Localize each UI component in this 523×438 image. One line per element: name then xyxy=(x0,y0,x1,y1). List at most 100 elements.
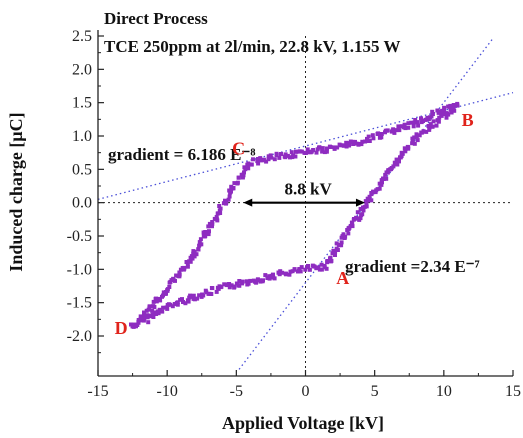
data-point-upper-507 xyxy=(154,299,159,304)
data-point-lower-209 xyxy=(391,164,396,169)
data-point-upper-489 xyxy=(173,278,177,283)
data-point-lower-23 xyxy=(160,309,165,314)
data-point-upper-512 xyxy=(150,308,155,313)
data-point-lower-247 xyxy=(434,123,439,128)
data-point-lower-154 xyxy=(342,236,347,240)
x-axis-label: Applied Voltage [kV] xyxy=(222,413,384,433)
data-point-upper-294 xyxy=(413,118,418,122)
data-point-lower-62 xyxy=(216,286,221,291)
data-point-lower-134 xyxy=(325,259,330,263)
data-point-upper-418 xyxy=(235,181,240,186)
data-point-lower-106 xyxy=(284,272,288,277)
data-point-lower-98 xyxy=(272,276,277,281)
data-point-lower-226 xyxy=(406,145,411,150)
data-point-upper-450 xyxy=(207,229,211,234)
data-point-upper-395 xyxy=(255,157,260,161)
data-point-upper-344 xyxy=(338,143,343,148)
data-point-lower-213 xyxy=(394,157,399,162)
data-point-upper-366 xyxy=(304,150,309,155)
data-point-lower-81 xyxy=(248,278,253,283)
data-point-upper-291 xyxy=(419,116,423,121)
data-point-upper-327 xyxy=(363,139,368,144)
data-point-upper-340 xyxy=(344,140,349,145)
data-point-upper-465 xyxy=(194,252,199,257)
x-tick-label: -15 xyxy=(87,383,108,400)
data-point-upper-374 xyxy=(290,155,295,160)
data-point-upper-476 xyxy=(185,264,190,269)
data-point-lower-248 xyxy=(431,119,436,124)
data-point-lower-47 xyxy=(197,293,202,298)
data-point-upper-338 xyxy=(347,143,352,148)
data-point-lower-251 xyxy=(437,115,442,120)
data-point-upper-336 xyxy=(348,139,353,144)
data-point-lower-17 xyxy=(151,315,156,319)
data-point-lower-4 xyxy=(131,324,136,329)
data-point-lower-204 xyxy=(384,170,389,175)
data-point-lower-94 xyxy=(267,276,272,281)
data-point-upper-330 xyxy=(359,142,364,147)
data-point-upper-404 xyxy=(245,162,250,167)
data-point-lower-230 xyxy=(412,141,417,146)
data-point-upper-348 xyxy=(332,145,337,150)
x-tick-label: 10 xyxy=(436,383,452,400)
data-point-upper-504 xyxy=(157,296,162,301)
data-point-lower-53 xyxy=(203,288,208,293)
data-point-upper-268 xyxy=(451,103,456,107)
data-point-lower-104 xyxy=(280,270,285,275)
data-point-lower-79 xyxy=(244,279,249,284)
data-point-lower-139 xyxy=(333,253,337,257)
data-points xyxy=(129,101,460,329)
data-point-lower-16 xyxy=(150,312,155,317)
data-point-upper-510 xyxy=(151,304,156,309)
data-point-lower-146 xyxy=(334,241,339,246)
data-point-lower-233 xyxy=(415,138,420,143)
data-point-lower-239 xyxy=(421,129,426,134)
y-tick-label: 2.5 xyxy=(72,28,92,45)
data-point-upper-296 xyxy=(411,124,416,129)
data-point-upper-314 xyxy=(383,128,388,133)
data-point-lower-20 xyxy=(154,312,159,316)
data-point-upper-446 xyxy=(210,221,215,226)
data-point-upper-266 xyxy=(455,101,460,106)
data-point-upper-417 xyxy=(232,181,237,186)
data-point-lower-223 xyxy=(403,149,408,154)
data-point-lower-30 xyxy=(170,304,175,309)
data-point-lower-208 xyxy=(388,167,392,172)
data-point-upper-474 xyxy=(187,259,192,264)
data-point-lower-46 xyxy=(191,293,196,298)
zero-reference-lines xyxy=(98,36,513,376)
data-point-upper-277 xyxy=(439,112,444,117)
data-point-lower-142 xyxy=(331,248,336,253)
data-point-lower-107 xyxy=(287,272,292,277)
data-point-lower-117 xyxy=(303,267,308,272)
data-point-upper-416 xyxy=(236,175,241,180)
data-point-lower-126 xyxy=(314,266,319,271)
data-point-lower-112 xyxy=(292,267,297,272)
data-point-lower-231 xyxy=(414,134,419,139)
data-point-lower-195 xyxy=(380,180,384,185)
data-point-lower-64 xyxy=(219,284,224,289)
data-point-upper-458 xyxy=(197,240,202,245)
data-point-upper-428 xyxy=(226,197,231,202)
data-point-upper-433 xyxy=(221,201,226,206)
data-point-lower-85 xyxy=(254,280,259,285)
vertex-label-b: B xyxy=(462,110,474,130)
y-tick-label: 0.5 xyxy=(72,161,92,178)
data-point-upper-442 xyxy=(215,218,220,223)
data-point-upper-279 xyxy=(435,108,440,113)
data-point-lower-148 xyxy=(339,243,344,248)
data-point-upper-500 xyxy=(163,291,168,296)
data-point-lower-232 xyxy=(412,135,417,140)
data-point-upper-485 xyxy=(174,273,179,278)
data-point-upper-424 xyxy=(229,186,234,191)
data-point-upper-376 xyxy=(289,150,294,155)
data-point-lower-235 xyxy=(417,133,422,138)
data-point-lower-140 xyxy=(330,251,335,256)
x-tick-label: 5 xyxy=(371,383,379,400)
data-point-lower-228 xyxy=(410,139,415,144)
chart-subtitle: TCE 250ppm at 2l/min, 22.8 kV, 1.155 W xyxy=(104,37,400,56)
data-point-lower-200 xyxy=(381,177,386,181)
data-point-lower-45 xyxy=(192,297,197,302)
data-point-upper-306 xyxy=(394,128,399,133)
data-point-lower-51 xyxy=(201,293,206,298)
